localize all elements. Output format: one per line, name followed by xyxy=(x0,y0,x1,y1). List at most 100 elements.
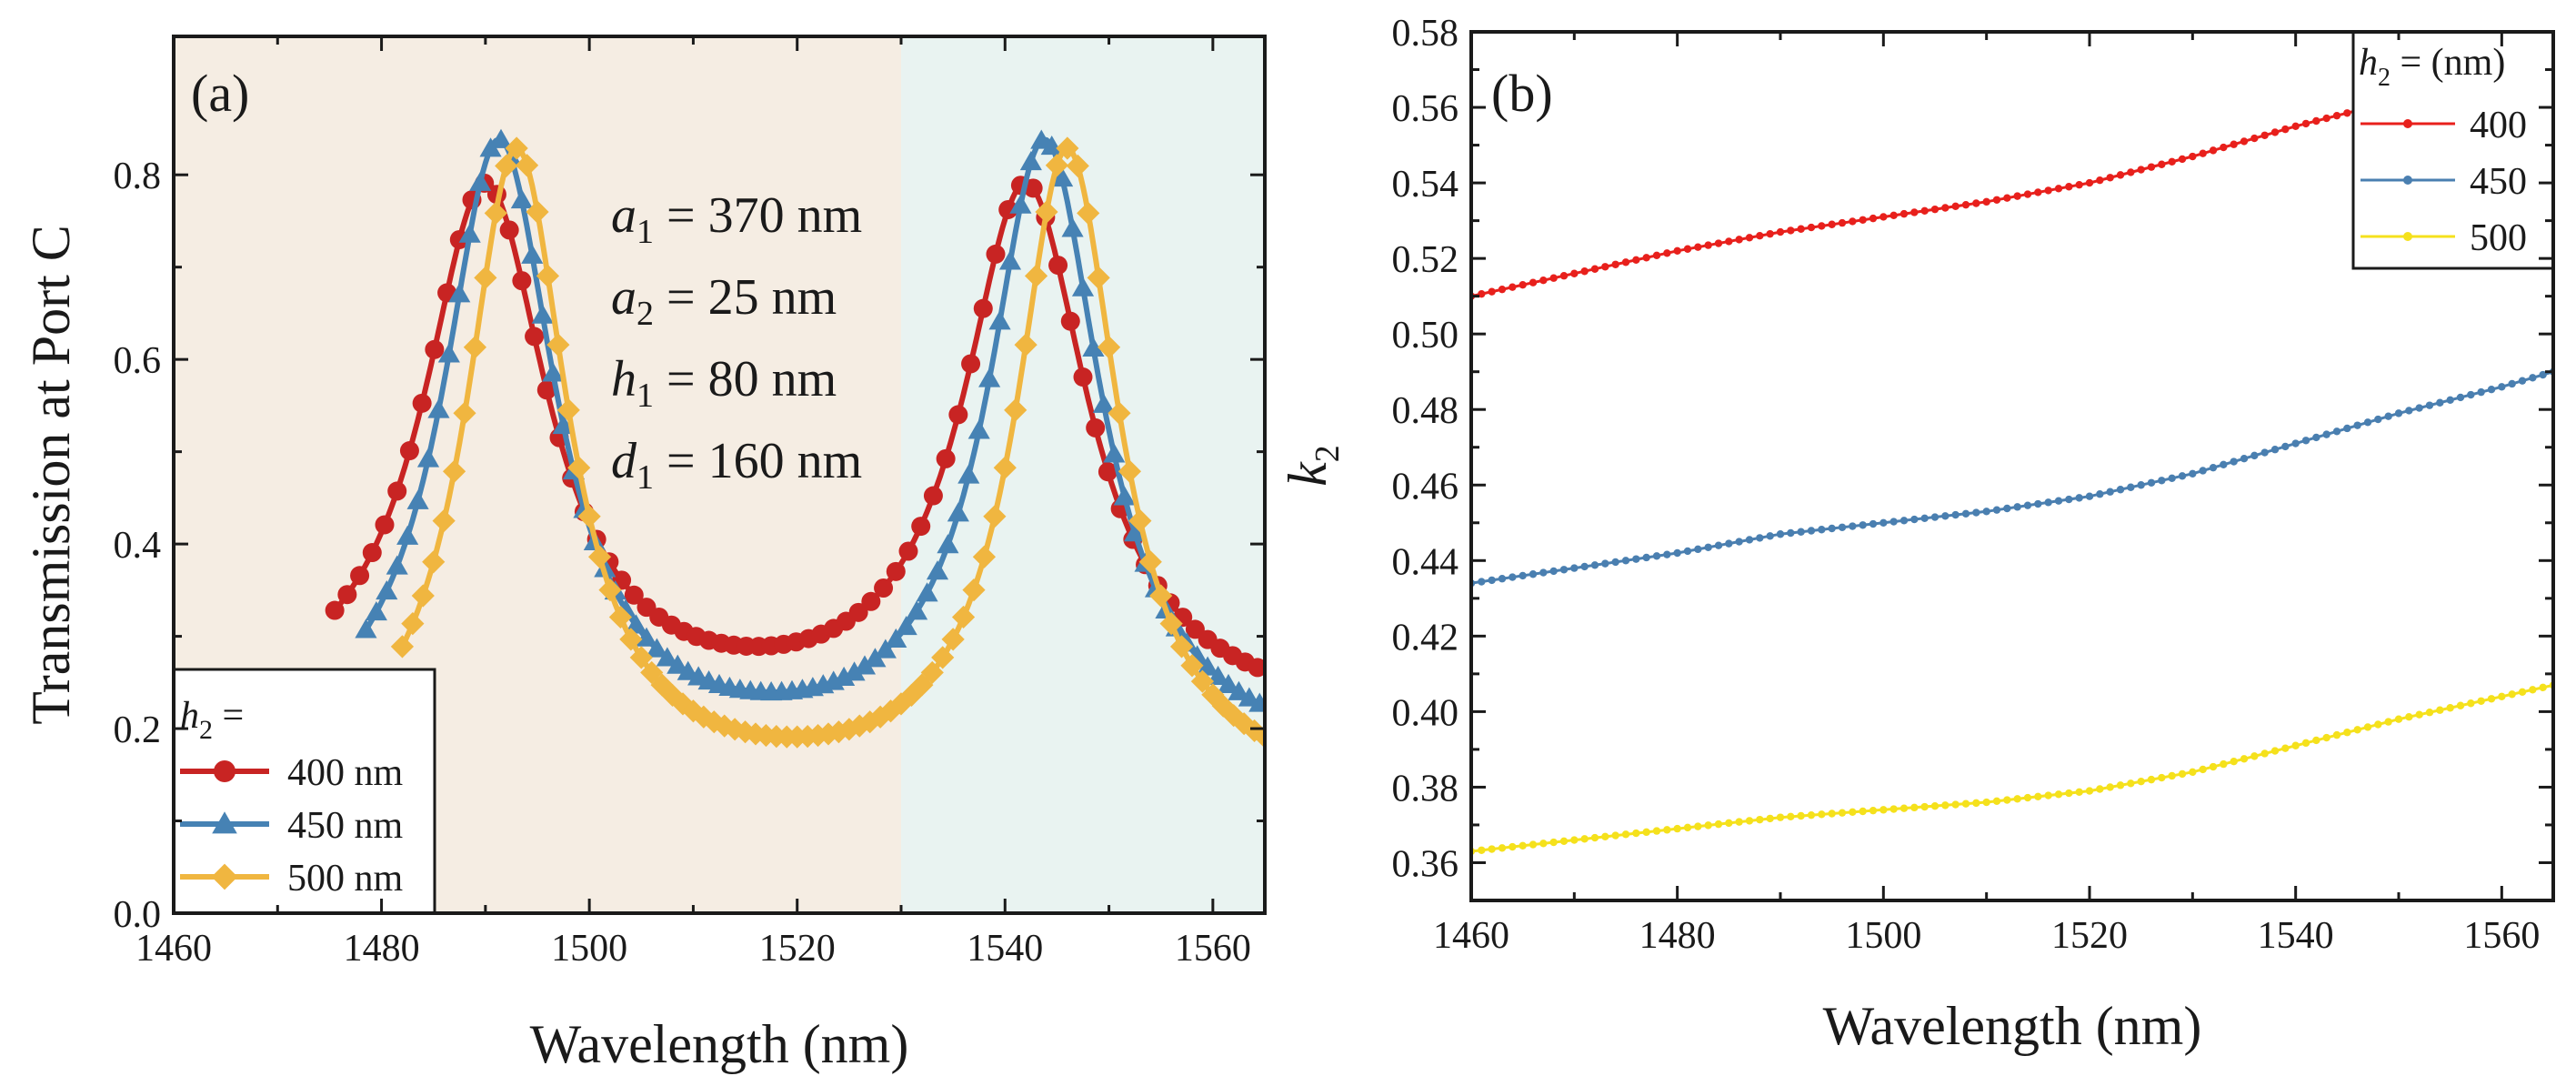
data-point xyxy=(1611,558,1619,567)
data-point xyxy=(2178,472,2187,480)
data-point xyxy=(1621,557,1630,565)
y-tick-label: 0.56 xyxy=(1392,88,1459,130)
symbol: h xyxy=(2359,42,2378,84)
data-point xyxy=(2096,490,2104,498)
y-tick-label: 0.48 xyxy=(1392,390,1459,432)
data-point xyxy=(1035,200,1058,224)
data-point xyxy=(1818,222,1826,230)
data-point xyxy=(868,705,892,729)
data-point xyxy=(1776,530,1785,538)
data-point xyxy=(1787,812,1795,821)
data-point xyxy=(2116,171,2125,179)
legend-title: h2 = (nm) xyxy=(2359,42,2505,92)
data-point xyxy=(702,710,726,734)
data-point xyxy=(1232,712,1256,736)
subscript: 1 xyxy=(636,213,654,251)
panel-a-label: (a) xyxy=(191,64,249,123)
data-point xyxy=(531,304,554,324)
data-point xyxy=(442,459,466,483)
data-point xyxy=(1611,260,1619,268)
y-tick-label: 0.42 xyxy=(1392,617,1459,659)
symbol-value: = 160 nm xyxy=(654,433,862,489)
data-point xyxy=(972,545,997,568)
data-point xyxy=(2508,690,2516,699)
data-point xyxy=(2127,779,2135,788)
data-point xyxy=(1941,801,1950,810)
data-point xyxy=(211,863,238,890)
data-point xyxy=(1529,278,1538,287)
data-point xyxy=(1879,213,1888,221)
data-point xyxy=(1498,575,1507,583)
data-point xyxy=(978,367,1001,387)
data-point xyxy=(2260,131,2269,139)
data-point xyxy=(2425,401,2434,409)
data-point xyxy=(1601,559,1609,568)
data-point xyxy=(1580,835,1589,843)
data-point xyxy=(650,673,674,697)
data-point xyxy=(1539,277,1548,285)
data-point xyxy=(2147,163,2156,171)
data-point xyxy=(1899,517,1909,525)
data-point xyxy=(2281,442,2290,451)
data-point xyxy=(425,339,445,359)
data-point xyxy=(2209,762,2218,771)
data-point xyxy=(1818,810,1826,819)
data-point xyxy=(1828,810,1836,818)
data-point xyxy=(2013,795,2021,803)
data-point xyxy=(1776,227,1785,236)
data-point xyxy=(1103,443,1126,463)
data-point xyxy=(1910,208,1919,216)
data-point xyxy=(916,582,938,602)
data-point xyxy=(2436,398,2444,407)
data-point xyxy=(1766,532,1774,540)
data-point xyxy=(2363,723,2372,731)
data-point xyxy=(2250,752,2259,760)
data-point xyxy=(681,699,706,723)
data-point xyxy=(1838,218,1847,227)
data-point xyxy=(2270,446,2280,454)
data-point xyxy=(1601,832,1609,841)
data-point xyxy=(1030,129,1053,149)
y-tick-label: 0.38 xyxy=(1392,768,1459,810)
parameter-a1: a1 = 370 nm xyxy=(611,187,862,251)
data-point xyxy=(1807,223,1816,232)
y-tick-label: 0.44 xyxy=(1392,541,1459,583)
data-point xyxy=(1621,830,1630,839)
data-point xyxy=(214,760,236,782)
data-point xyxy=(1590,561,1599,569)
data-point xyxy=(1972,508,1980,517)
data-point xyxy=(2477,697,2485,705)
data-point xyxy=(898,541,918,561)
data-point xyxy=(587,545,612,568)
legend-entry-400-nm: 400 nm xyxy=(180,752,404,794)
data-point xyxy=(2096,785,2104,793)
data-point xyxy=(1787,226,1795,235)
data-point xyxy=(1108,401,1131,425)
data-point xyxy=(1663,550,1671,558)
data-point xyxy=(1951,510,1960,519)
data-point xyxy=(692,705,716,729)
data-point xyxy=(325,600,345,620)
data-point xyxy=(484,201,507,225)
data-point xyxy=(2260,749,2269,758)
data-point xyxy=(1849,217,1857,226)
data-point xyxy=(1509,283,1517,291)
data-point xyxy=(2168,157,2176,166)
data-point xyxy=(2508,379,2516,388)
data-point xyxy=(1086,417,1106,437)
data-point xyxy=(1529,570,1538,578)
data-point xyxy=(2281,125,2290,134)
data-point xyxy=(1899,209,1909,218)
data-point xyxy=(2023,501,2032,509)
data-point xyxy=(1611,831,1619,840)
data-point xyxy=(2023,793,2032,802)
data-point xyxy=(1642,254,1650,262)
data-point xyxy=(1488,287,1496,296)
data-point xyxy=(2240,137,2249,146)
data-point xyxy=(889,692,913,716)
subscript: 2 xyxy=(636,295,654,333)
data-point xyxy=(2075,788,2083,797)
data-point xyxy=(1061,217,1084,237)
data-point xyxy=(1632,256,1640,264)
